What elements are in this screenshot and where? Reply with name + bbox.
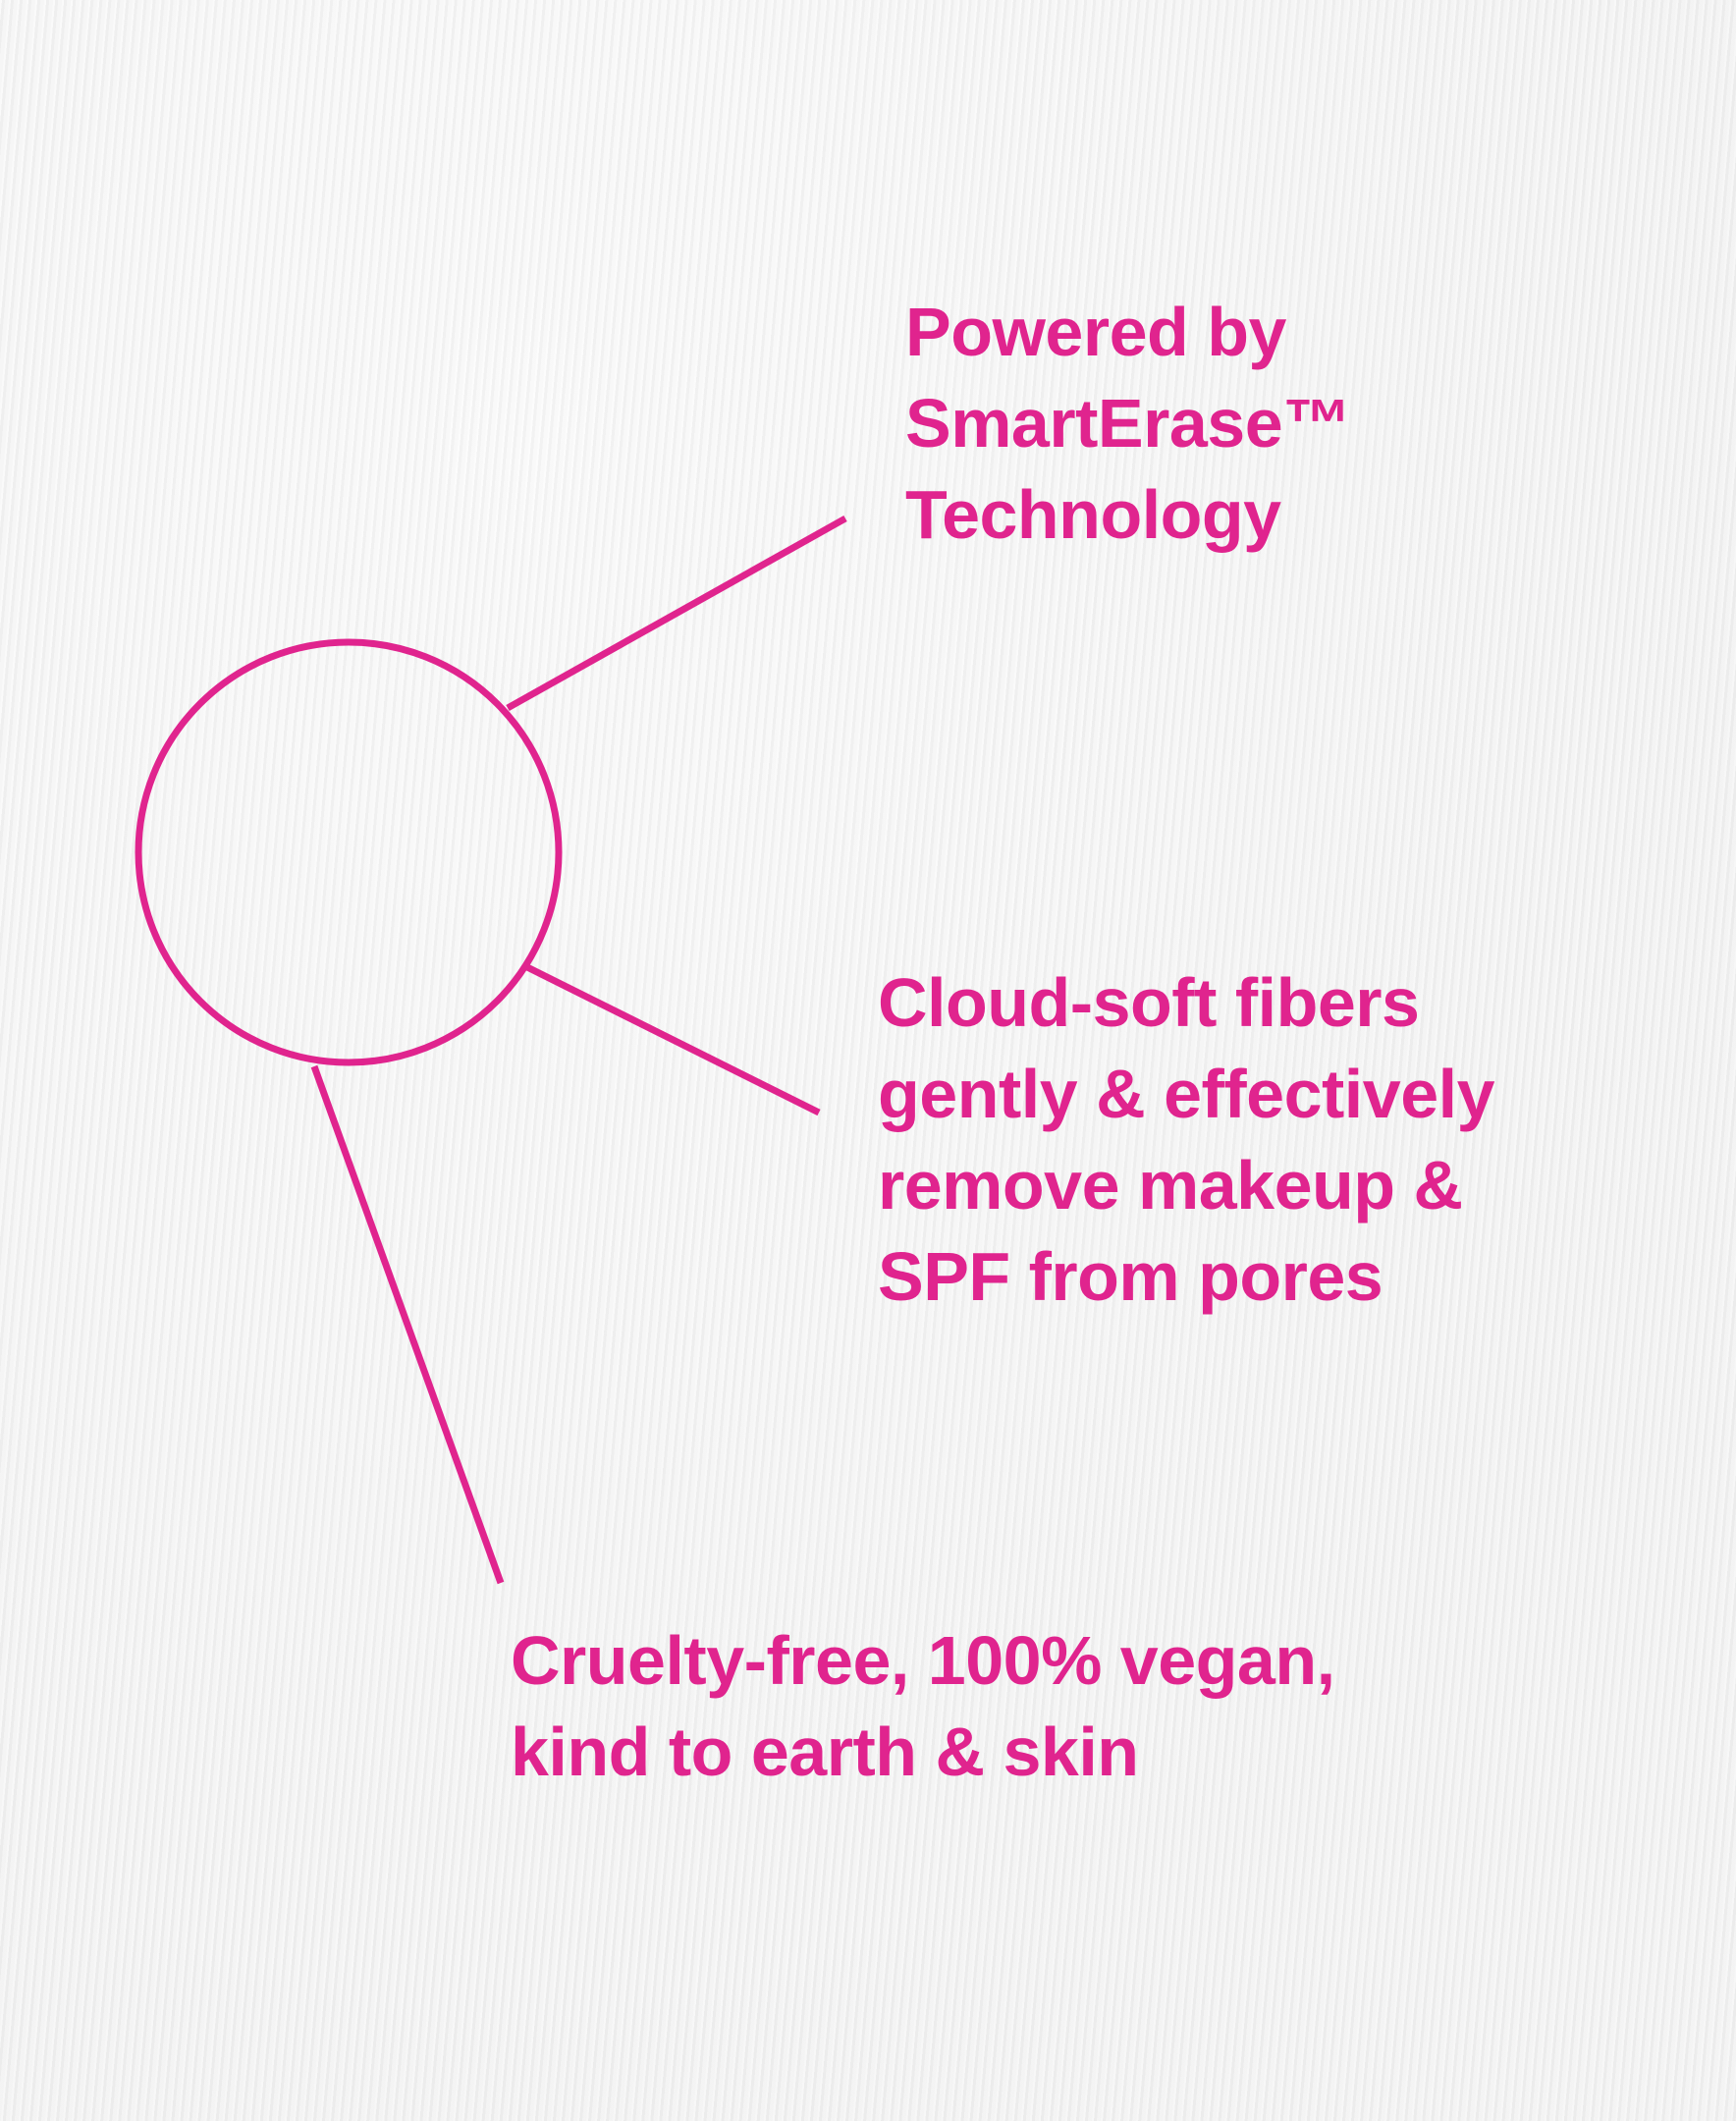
callout-line: remove makeup & — [878, 1147, 1463, 1224]
callout-fibers: Cloud-soft fibers gently & effectively r… — [878, 957, 1495, 1323]
callout-line: Cloud-soft fibers — [878, 964, 1420, 1041]
leader-line-technology — [506, 515, 847, 712]
callout-technology: Powered by SmartErase™ Technology — [905, 287, 1351, 561]
leader-line-vegan — [310, 1064, 505, 1585]
callout-vegan: Cruelty-free, 100% vegan, kind to earth … — [511, 1615, 1335, 1798]
callout-line: SPF from pores — [878, 1238, 1383, 1315]
callout-line: Powered by — [905, 294, 1286, 370]
callout-line: gently & effectively — [878, 1056, 1495, 1132]
magnifier-circle — [135, 638, 563, 1066]
callout-line: SmartErase™ — [905, 385, 1351, 462]
callout-line: Cruelty-free, 100% vegan, — [511, 1622, 1335, 1699]
callout-line: kind to earth & skin — [511, 1713, 1139, 1790]
leader-line-fibers — [525, 963, 821, 1116]
callout-line: Technology — [905, 476, 1281, 553]
